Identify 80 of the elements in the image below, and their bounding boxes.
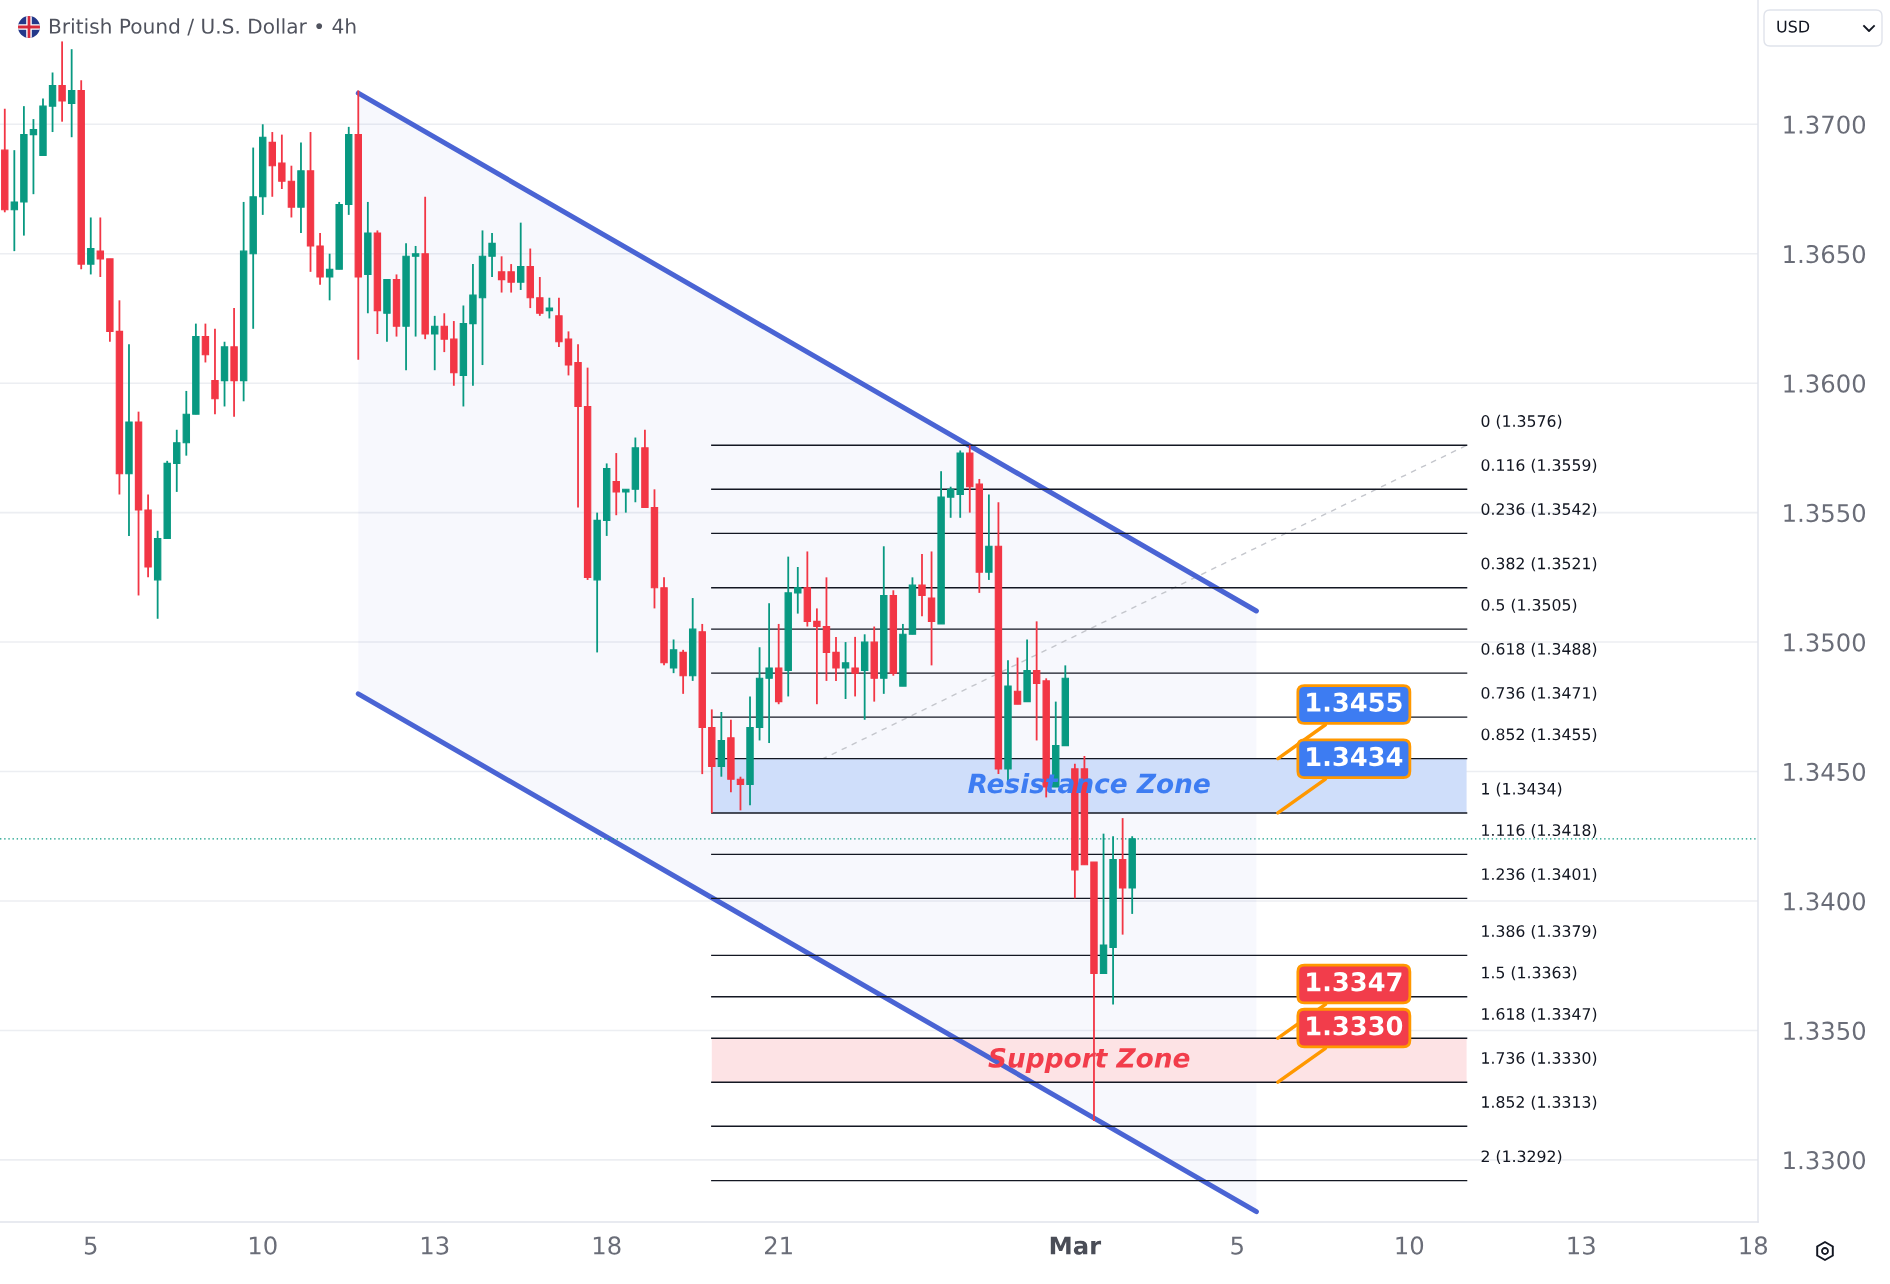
x-tick-label: 10	[249, 1236, 277, 1255]
ref-line-label: 1.736 (1.3330)	[1482, 1051, 1597, 1066]
y-tick-label: 1.3600	[1784, 374, 1866, 393]
ref-line-label: 0.618 (1.3488)	[1481, 642, 1597, 657]
ref-line-label: 0.382 (1.3521)	[1481, 557, 1597, 572]
candlestick	[440, 312, 448, 354]
ref-line-label: 2 (1.3292)	[1481, 1150, 1562, 1165]
candlestick	[765, 602, 773, 744]
ref-line-label: 0 (1.3576)	[1481, 414, 1562, 429]
y-tick-label: 1.3700	[1784, 115, 1866, 134]
ref-line-label: 1.852 (1.3313)	[1482, 1095, 1597, 1110]
ref-line-label: 0.736 (1.3471)	[1481, 686, 1597, 701]
candlestick	[736, 775, 745, 812]
ref-line-label: 0.116 (1.3559)	[1481, 458, 1597, 473]
candlestick	[813, 607, 821, 706]
x-tick-label: 5	[84, 1236, 97, 1255]
text: British Pound / U.S. Dollar • 4h	[49, 18, 356, 36]
candlestick	[946, 485, 955, 519]
candlestick	[545, 296, 554, 320]
candlestick	[67, 48, 76, 139]
candlestick	[268, 131, 277, 198]
candlestick	[679, 648, 687, 695]
ref-line-label: 1.236 (1.3401)	[1482, 867, 1597, 882]
candlestick	[918, 553, 926, 618]
x-tick-label: 13	[421, 1236, 449, 1255]
candlestick	[622, 488, 630, 514]
y-tick-label: 1.3300	[1784, 1151, 1866, 1170]
x-tick-label: 13	[1568, 1236, 1595, 1255]
candlestick	[10, 149, 19, 253]
annotation: 1.3330	[1307, 1016, 1403, 1036]
annotation: 1.3455	[1307, 692, 1402, 712]
x-tick-label: 18	[1740, 1236, 1768, 1255]
candlestick	[211, 327, 219, 416]
candlestick	[497, 255, 506, 294]
x-tick-label: 5	[1231, 1236, 1243, 1255]
candlestick	[411, 245, 420, 338]
candlestick	[173, 428, 181, 493]
ref-line-label: 0.852 (1.3455)	[1481, 728, 1597, 743]
text: USD	[1777, 20, 1810, 33]
candlestick	[431, 314, 439, 372]
candlestick	[488, 232, 496, 278]
ref-line-label: 1.116 (1.3418)	[1482, 823, 1597, 838]
candlestick	[851, 635, 859, 698]
candlestick	[278, 133, 286, 190]
candlestick	[841, 641, 850, 700]
ref-line-label: 1.386 (1.3379)	[1482, 924, 1597, 939]
candlestick	[325, 252, 334, 302]
y-tick-label: 1.3350	[1784, 1021, 1866, 1040]
candlestick	[1032, 620, 1041, 742]
candlestick	[536, 276, 544, 317]
ref-line-label: 1 (1.3434)	[1482, 782, 1562, 797]
x-tick-label: Mar	[1050, 1236, 1102, 1255]
annotation: 1.3434	[1307, 746, 1403, 767]
ref-line-label: 0.236 (1.3542)	[1481, 502, 1597, 517]
ref-line-label: 1.618 (1.3347)	[1482, 1007, 1597, 1022]
x-tick-label: 18	[593, 1236, 621, 1255]
candlestick	[96, 216, 105, 278]
ref-line-label: 1.5 (1.3363)	[1482, 966, 1577, 981]
y-tick-label: 1.3650	[1784, 244, 1866, 264]
y-tick-label: 1.3400	[1784, 892, 1866, 911]
y-tick-label: 1.3500	[1784, 633, 1866, 652]
candlestick	[48, 71, 57, 133]
y-tick-label: 1.3550	[1784, 503, 1866, 523]
candlestick	[1013, 656, 1022, 706]
candlestick	[794, 566, 802, 615]
candlestick	[58, 40, 66, 123]
x-tick-label: 10	[1396, 1236, 1424, 1255]
ref-line-label: 0.5 (1.3505)	[1481, 598, 1577, 613]
candlestick	[517, 221, 525, 291]
candlestick	[87, 216, 95, 276]
candlestick	[612, 452, 620, 517]
x-tick-label: 21	[765, 1236, 792, 1255]
candlestick	[29, 118, 38, 196]
candlestick	[927, 550, 936, 667]
y-tick-label: 1.3450	[1784, 762, 1866, 782]
candlestick	[201, 322, 210, 364]
candlestick	[832, 635, 840, 682]
candlestick	[507, 263, 515, 294]
annotation: 1.3347	[1307, 972, 1402, 992]
candlestick	[669, 638, 678, 675]
